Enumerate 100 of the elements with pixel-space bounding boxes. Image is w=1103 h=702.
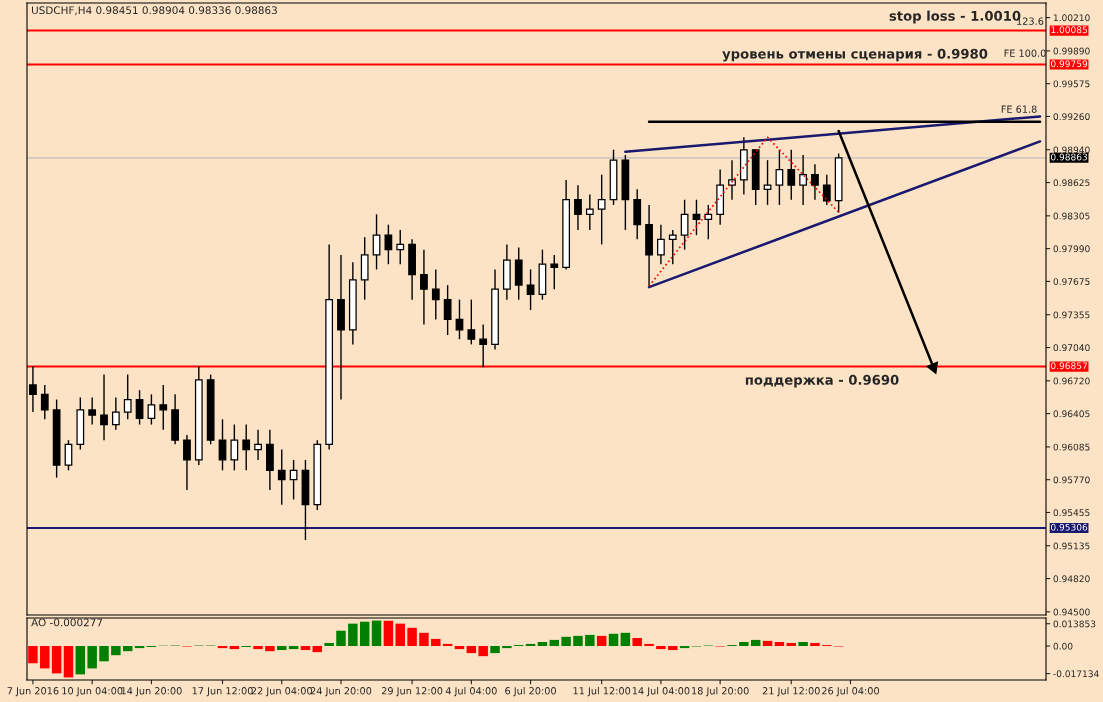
x-tick-label: 17 Jun 12:00 [192,687,253,697]
x-tick-label: 26 Jul 04:00 [822,686,879,697]
bar [478,646,488,657]
bar [442,643,453,647]
chart-title: AO -0.000277 [31,618,103,627]
bar [122,646,133,652]
bar [40,646,50,669]
candlestick [218,418,227,472]
bar [75,646,86,675]
candlestick [420,248,428,326]
candlestick [574,184,582,231]
y-tick-label: 0.96085 [1053,443,1090,451]
y-tick-label: 0.013853 [1053,620,1096,628]
candlestick [254,429,262,461]
candlestick [657,223,665,265]
bar [585,634,595,647]
y-tick-label: 0.97990 [1053,245,1090,253]
bar [549,639,560,647]
bar [739,641,749,647]
bar [466,646,477,654]
x-tick-label: 10 Jun 04:00 [62,687,123,697]
y-tick-label: 0.00 [1053,642,1073,650]
candlestick [64,439,73,472]
candlestick [384,223,393,265]
y-tick-label: 0.95770 [1053,476,1090,484]
candlestick [123,373,132,421]
annotation: поддержка - 0.9690 [745,374,899,388]
x-tick-label: 29 Jun 12:00 [381,687,443,697]
candlestick [88,396,97,426]
bar [265,646,275,652]
candlestick [799,154,807,206]
bar [324,642,334,647]
bar [253,646,263,650]
candlestick [289,459,298,501]
candlestick [479,323,488,368]
x-tick-label: 14 Jun 20:00 [121,687,182,697]
y-tick-label: 0.97355 [1053,311,1090,319]
bar [371,620,382,647]
ref-line-label: 0.96857 [1051,362,1087,370]
bar [63,646,74,678]
bar [454,646,465,650]
bar [608,633,619,647]
y-tick-label: 1.00210 [1053,14,1090,22]
candlestick [585,193,594,231]
y-tick-label: 0.95135 [1053,542,1090,550]
y-tick-label: 0.97040 [1053,344,1090,352]
candlestick [811,163,819,201]
candlestick [135,389,144,426]
candlestick [704,204,713,240]
candlestick [431,268,440,321]
ref-line-label: 0.99759 [1051,60,1088,68]
bar [277,646,287,651]
bar [217,646,228,649]
candlestick [443,284,452,336]
candlestick [775,149,784,206]
bar [798,641,808,647]
bar [786,642,796,647]
candlestick [159,384,168,431]
x-tick-label: 18 Jul 20:00 [692,686,749,697]
bar [87,646,97,669]
candlestick [277,448,286,506]
bar [668,646,678,651]
candlestick [597,174,606,246]
bar [644,643,654,647]
annotation: уровень отмены сценария - 0.9980 [722,48,988,62]
candlestick [100,373,108,441]
candlestick [396,229,405,265]
bar [620,632,631,647]
bar [134,646,145,649]
y-tick-label: -0.017134 [1053,670,1099,678]
x-tick-label: 24 Jun 20:00 [310,687,372,697]
candlestick [467,298,476,346]
bar [28,646,38,664]
bar [525,643,536,647]
bar [502,646,512,649]
candlestick [550,254,559,290]
bar [300,646,311,651]
y-tick-label: 0.94820 [1053,575,1090,583]
y-tick-label: 0.99575 [1053,80,1090,88]
bar [750,639,761,647]
y-tick-label: 0.98940 [1053,146,1090,154]
y-tick-label: 0.94500 [1053,608,1090,616]
x-tick-label: 7 Jun 2016 [7,687,59,697]
y-tick-label: 0.97675 [1053,278,1090,285]
bar [51,646,62,674]
candlestick [242,423,251,472]
bar [632,637,642,647]
bar [336,630,346,647]
bar [596,635,607,647]
y-tick-label: 0.96720 [1053,377,1090,385]
y-tick-label: 0.99260 [1053,113,1090,121]
candlestick [183,434,191,491]
bar [537,641,548,647]
candlestick [668,229,677,265]
candlestick [787,149,796,201]
bar [99,646,109,662]
bar [490,646,500,654]
y-tick-label: 0.96405 [1053,410,1090,418]
x-tick-label: 11 Jul 12:00 [573,686,631,697]
candlestick [372,213,381,271]
